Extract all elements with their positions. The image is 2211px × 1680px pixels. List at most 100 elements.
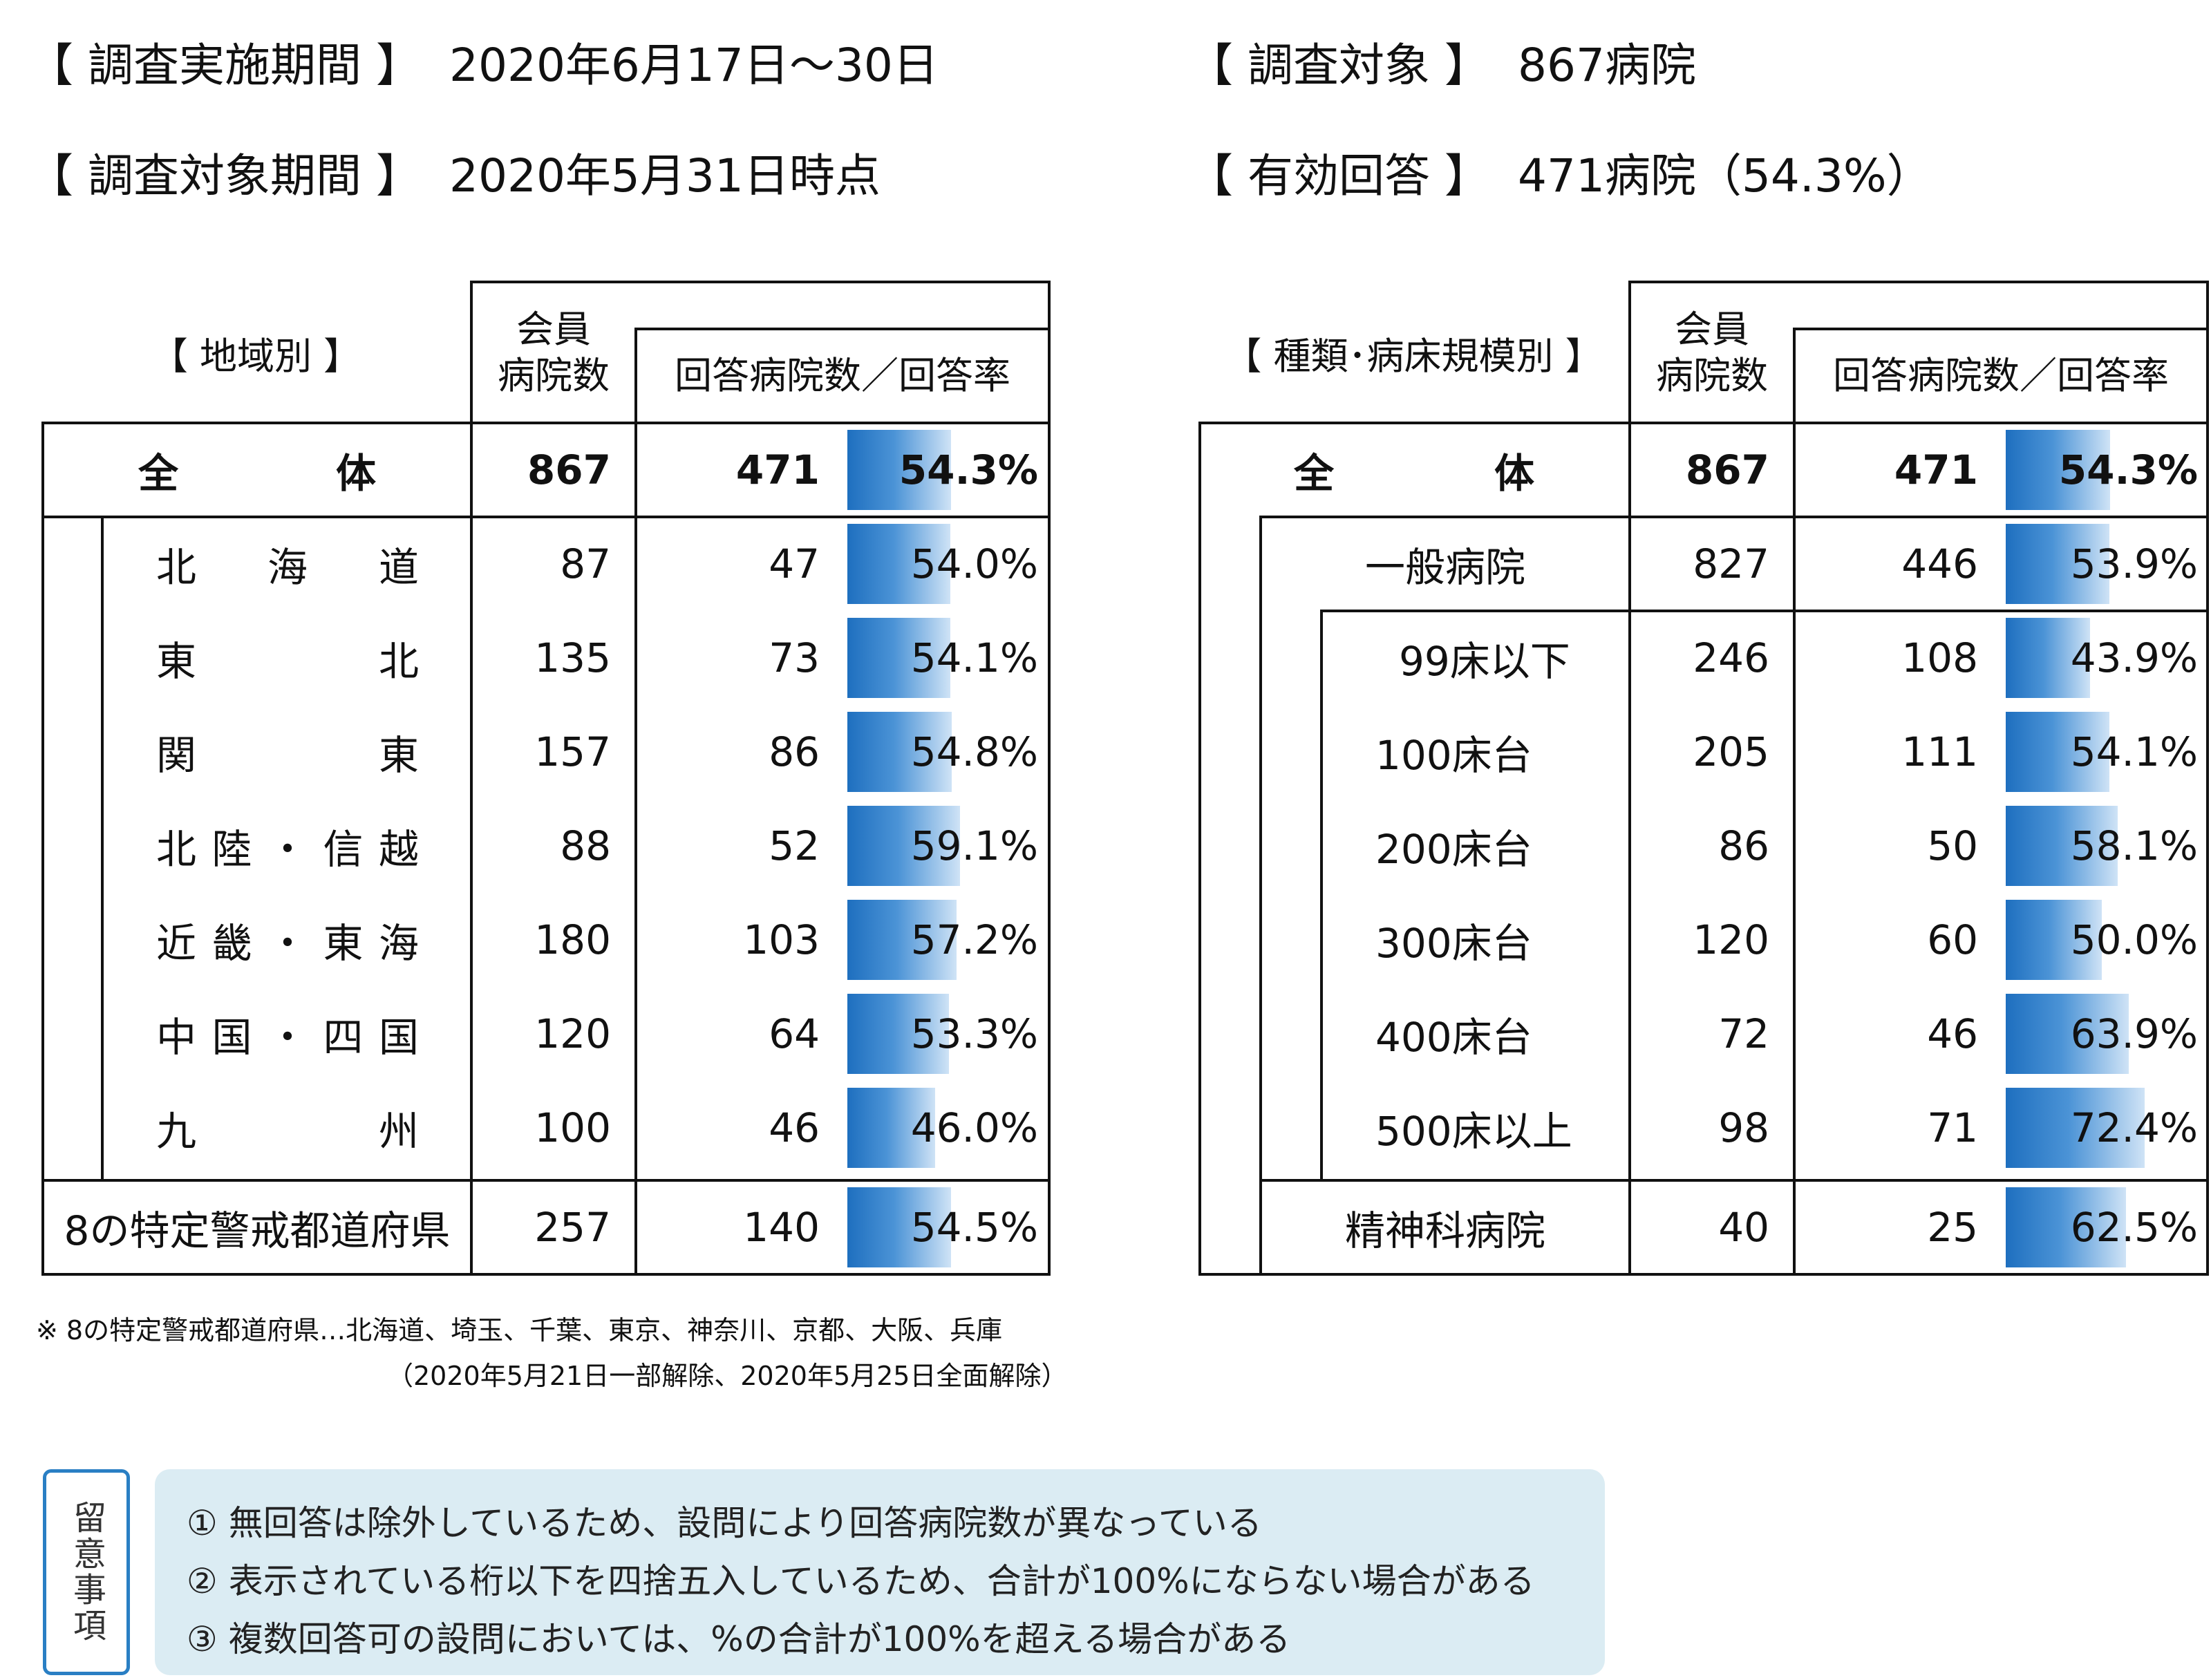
psych-members: 40 (1718, 1204, 1769, 1251)
region-rate: 54.8% (910, 728, 1038, 775)
notes-tag-label: 留意事項 (67, 1500, 106, 1644)
grid-line (1259, 1179, 2209, 1182)
region-label-char: 九 (156, 1108, 197, 1155)
region-members: 120 (534, 1010, 611, 1057)
region-label: 関東 (156, 706, 419, 797)
type-total-label-b: 体 (1494, 450, 1535, 497)
psych-rate: 62.5% (2070, 1204, 2198, 1251)
survey-period-value: 2020年6月17日～30日 (449, 39, 939, 92)
region-rate: 59.1% (910, 822, 1038, 869)
region-members: 135 (534, 634, 611, 681)
type-total-label-a: 全 (1294, 450, 1335, 497)
grid-line (1048, 281, 1051, 1276)
region-label-char: 東 (156, 638, 197, 685)
target-period-label: 【 調査対象期間 】 (28, 149, 422, 202)
col-members-label: 会員 病院数 (498, 307, 610, 398)
region-members: 157 (534, 728, 611, 775)
target-period-value: 2020年5月31日時点 (449, 149, 881, 202)
bed-size-rate-bar (2006, 994, 2129, 1074)
general-rate: 53.9% (2070, 540, 2198, 587)
bed-size-label: 500床以上 (1375, 1108, 1572, 1155)
bed-size-rate-bar (2006, 712, 2110, 792)
survey-period-line: 【 調査実施期間 】 2020年6月17日～30日 (28, 43, 939, 88)
region-label: 北海道 (156, 518, 419, 610)
region-responses: 73 (769, 634, 820, 681)
grid-line (1628, 281, 1631, 1276)
region-label-char: 道 (378, 544, 419, 591)
psych-rate-bar (2006, 1187, 2126, 1267)
region-label-char: 四 (323, 1014, 364, 1061)
bed-size-rate: 63.9% (2070, 1010, 2198, 1057)
valid-value: 471病院（54.3%） (1517, 149, 1932, 202)
region-rate-bar (847, 712, 952, 792)
region-rate-bar (847, 806, 961, 886)
grid-line (41, 1273, 1051, 1276)
grid-line (634, 328, 1051, 330)
bed-size-label: 100床台 (1375, 732, 1532, 779)
total-label-b: 体 (336, 450, 377, 497)
region-members: 100 (534, 1104, 611, 1151)
bed-size-rate: 54.1% (2070, 728, 2198, 775)
grid-line (1793, 328, 2209, 330)
bed-size-label: 400床台 (1375, 1014, 1532, 1061)
region-label-char: 海 (378, 920, 419, 967)
footnote-line-2: （2020年5月21日一部解除、2020年5月25日全面解除） (387, 1361, 1068, 1391)
psych-responses: 25 (1927, 1204, 1978, 1251)
type-col-responses-header: 回答病院数／回答率 (1833, 354, 2169, 398)
bed-size-members: 120 (1693, 916, 1769, 963)
general-members: 827 (1693, 540, 1769, 587)
region-label-char: 近 (156, 920, 197, 967)
grid-line (634, 328, 637, 1276)
special-label: 8の特定警戒都道府県 (64, 1207, 451, 1254)
region-members: 87 (560, 540, 611, 587)
general-responses: 446 (1901, 540, 1978, 587)
region-label-char: 中 (156, 1014, 197, 1061)
region-members: 180 (534, 916, 611, 963)
grid-line (41, 1179, 1051, 1182)
bed-size-members: 98 (1718, 1104, 1769, 1151)
bed-size-members: 72 (1718, 1010, 1769, 1057)
region-label-char: 北 (378, 638, 419, 685)
region-label-char: ・ (267, 920, 308, 967)
region-rate: 57.2% (910, 916, 1038, 963)
region-rate: 46.0% (910, 1104, 1038, 1151)
target-label: 【 調査対象 】 (1187, 39, 1490, 92)
special-rate: 54.5% (910, 1204, 1038, 1251)
col-responses-header: 回答病院数／回答率 (675, 354, 1010, 398)
region-label-char: 陸 (211, 826, 252, 873)
target-period-line: 【 調査対象期間 】 2020年5月31日時点 (28, 153, 881, 199)
grid-line (1628, 281, 2209, 283)
total-rate: 54.3% (898, 446, 1038, 493)
notes-box: ① 無回答は除外しているため、設問により回答病院数が異なっている ② 表示されて… (155, 1469, 1605, 1675)
region-responses: 52 (769, 822, 820, 869)
notes-tag: 留意事項 (43, 1469, 130, 1675)
region-rate: 54.1% (910, 634, 1038, 681)
type-total-responses: 471 (1894, 446, 1978, 493)
survey-period-label: 【 調査実施期間 】 (28, 39, 422, 92)
grid-line (1198, 422, 1201, 1276)
target-value: 867病院 (1517, 39, 1696, 92)
bed-size-members: 86 (1718, 822, 1769, 869)
region-responses: 64 (769, 1010, 820, 1057)
footnote-line-1: ※ 8の特定警戒都道府県…北海道、埼玉、千葉、東京、神奈川、京都、大阪、兵庫 (36, 1315, 1003, 1346)
region-responses: 86 (769, 728, 820, 775)
region-label: 北陸・信越 (156, 800, 419, 891)
special-rate-bar (847, 1187, 952, 1267)
type-total-rate-bar (2006, 430, 2110, 510)
valid-label: 【 有効回答 】 (1187, 149, 1490, 202)
region-label-char: 海 (267, 544, 308, 591)
bed-size-responses: 111 (1901, 728, 1978, 775)
special-responses: 140 (743, 1204, 820, 1251)
psych-label: 精神科病院 (1344, 1207, 1545, 1254)
bed-size-responses: 108 (1901, 634, 1978, 681)
note-item: ③ 複数回答可の設問においては、%の合計が100%を超える場合がある (187, 1619, 1291, 1659)
grid-line (41, 422, 44, 1276)
total-rate-bar (847, 430, 951, 510)
bed-size-rate-bar (2006, 806, 2118, 886)
col-members-header: 会員 病院数 (473, 283, 634, 422)
note-item: ② 表示されている桁以下を四捨五入しているため、合計が100%にならない場合があ… (187, 1561, 1535, 1601)
bed-size-members: 205 (1693, 728, 1769, 775)
grid-line (41, 516, 1051, 518)
region-responses: 103 (743, 916, 820, 963)
